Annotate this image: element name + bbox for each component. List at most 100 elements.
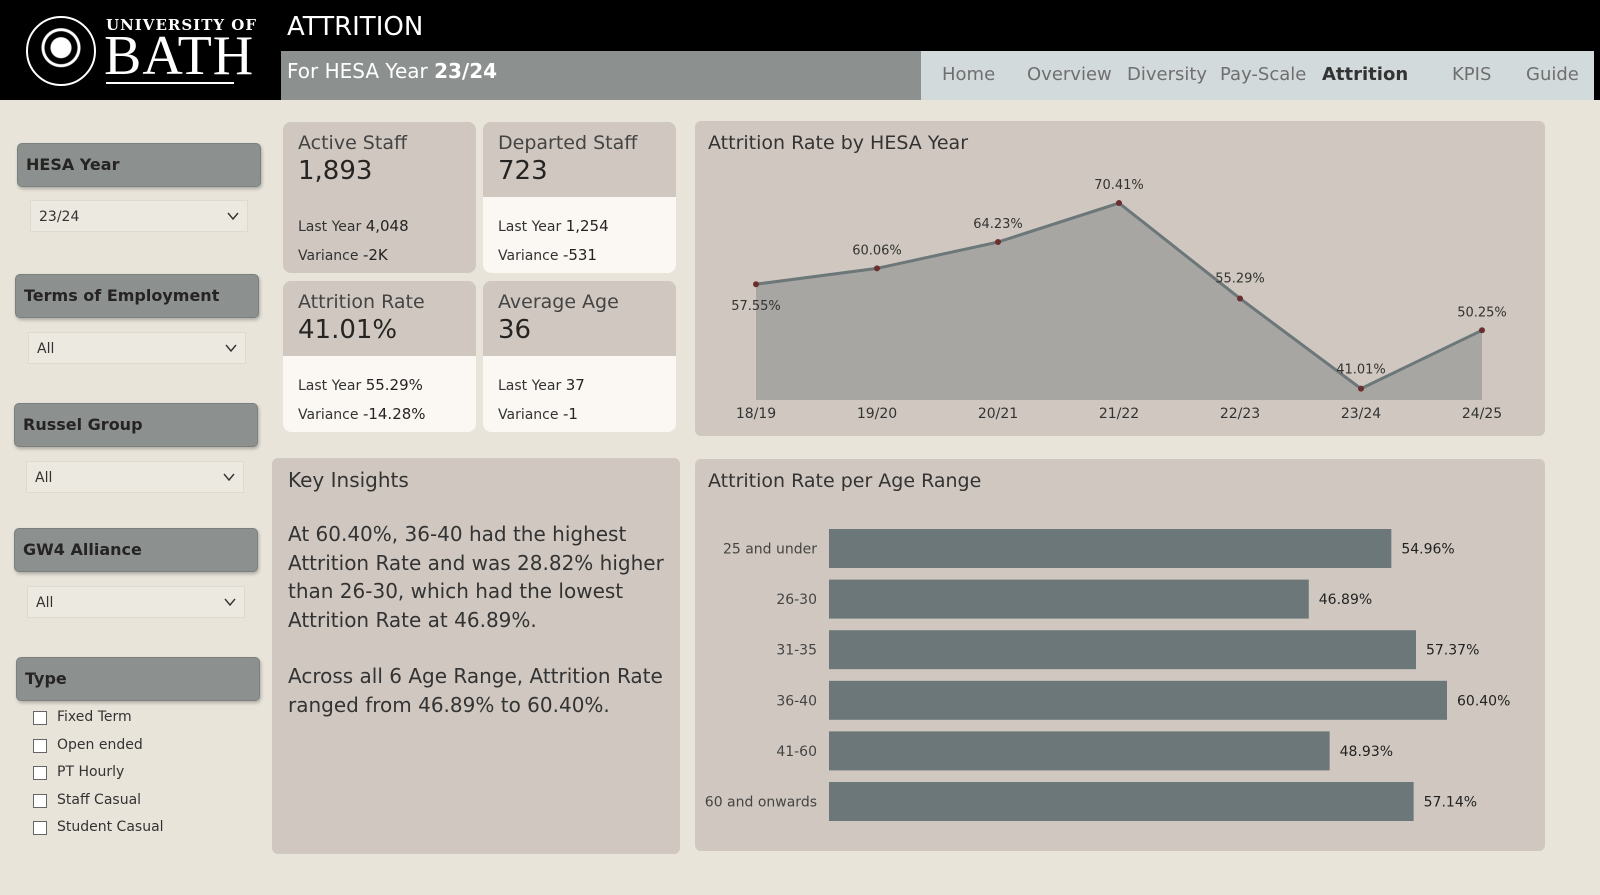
kpi-value: 723 xyxy=(498,156,548,186)
data-label: 57.55% xyxy=(731,299,781,314)
gw4-value: All xyxy=(36,595,54,611)
chevron-down-icon xyxy=(224,598,236,607)
data-label: 70.41% xyxy=(1094,178,1144,193)
gw4-dropdown[interactable]: All xyxy=(27,586,245,618)
attrition-by-year-panel: Attrition Rate by HESA Year 57.55% 60.06%… xyxy=(695,121,1545,436)
data-point[interactable] xyxy=(995,239,1001,246)
attrition-by-age-chart[interactable]: 25 and under 54.96% 26-30 46.89% 31-35 57.37%… xyxy=(695,459,1545,851)
category-label: 41-60 xyxy=(776,744,817,760)
nav-kpis[interactable]: KPIS xyxy=(1452,64,1492,85)
kpi-variance-label: Variance xyxy=(498,248,563,264)
data-point[interactable] xyxy=(874,265,880,272)
insights-paragraph-2: Across all 6 Age Range, Attrition Rate r… xyxy=(288,664,663,717)
kpi-last-year-value: 37 xyxy=(565,376,585,394)
kpi-value: 41.01% xyxy=(298,315,398,345)
insights-paragraph-1: At 60.40%, 36-40 had the highest Attriti… xyxy=(288,522,664,632)
russel-slicer-header: Russel Group xyxy=(14,403,258,447)
kpi-variance-value: -14.28% xyxy=(362,405,426,423)
chevron-down-icon xyxy=(227,212,239,221)
kpi-departed-staff: Departed Staff 723 Last Year 1,254 Varian… xyxy=(483,122,676,273)
russel-dropdown[interactable]: All xyxy=(26,461,244,493)
bar[interactable] xyxy=(829,529,1392,568)
kpi-active-staff: Active Staff 1,893 Last Year 4,048 Varian… xyxy=(283,122,476,273)
nav-home[interactable]: Home xyxy=(942,64,996,85)
chevron-down-icon xyxy=(223,473,235,482)
data-label: 46.89% xyxy=(1319,592,1372,608)
data-point[interactable] xyxy=(1237,295,1243,302)
kpi-variance-value: -531 xyxy=(562,246,597,264)
logo-line2: BATH xyxy=(104,25,255,87)
x-tick-label: 18/19 xyxy=(736,406,776,422)
logo-line1: UNIVERSITY OF xyxy=(106,16,258,34)
category-label: 36-40 xyxy=(776,693,817,709)
nav-overview[interactable]: Overview xyxy=(1027,64,1112,85)
data-point[interactable] xyxy=(753,281,759,288)
kpi-title: Departed Staff xyxy=(498,132,638,154)
kpi-title: Average Age xyxy=(498,291,619,313)
kpi-value: 36 xyxy=(498,315,532,345)
kpi-variance-value: -2K xyxy=(362,246,388,264)
kpi-title: Active Staff xyxy=(298,132,408,154)
data-label: 50.25% xyxy=(1457,305,1507,320)
data-point[interactable] xyxy=(1116,200,1122,207)
kpi-last-year-label: Last Year xyxy=(298,219,366,235)
nav-bar: Home Overview Diversity Pay-Scale Attrit… xyxy=(921,51,1594,100)
category-label: 26-30 xyxy=(776,592,817,608)
data-label: 57.14% xyxy=(1424,795,1477,811)
x-tick-label: 23/24 xyxy=(1341,406,1381,422)
x-tick-label: 24/25 xyxy=(1462,406,1502,422)
chart-title: Attrition Rate by HESA Year xyxy=(708,132,969,154)
x-tick-label: 21/22 xyxy=(1099,406,1139,422)
kpi-variance-value: -1 xyxy=(562,405,578,423)
kpi-variance-label: Variance xyxy=(298,248,363,264)
bar[interactable] xyxy=(829,680,1447,720)
bar[interactable] xyxy=(829,579,1309,619)
checkbox[interactable] xyxy=(33,711,47,725)
bar[interactable] xyxy=(829,731,1330,771)
terms-value: All xyxy=(37,341,55,357)
kpi-average-age: Average Age 36 Last Year 37 Variance -1 xyxy=(483,281,676,432)
nav-diversity[interactable]: Diversity xyxy=(1127,64,1208,85)
checkbox[interactable] xyxy=(33,739,47,753)
data-point[interactable] xyxy=(1479,327,1485,334)
kpi-last-year-label: Last Year xyxy=(498,219,566,235)
kpi-last-year-value: 1,254 xyxy=(565,217,609,235)
category-label: 31-35 xyxy=(776,643,817,659)
attrition-by-year-chart[interactable]: 57.55% 60.06% 64.23% 70.41% 55.29% 41.01% 50.2… xyxy=(695,121,1545,436)
key-insights-panel: Key Insights At 60.40%, 36-40 had the hi… xyxy=(272,458,680,854)
chart-title: Attrition Rate per Age Range xyxy=(708,470,982,492)
kpi-attrition-rate: Attrition Rate 41.01% Last Year 55.29% Va… xyxy=(283,281,476,432)
data-label: 41.01% xyxy=(1336,363,1386,378)
gw4-slicer-header: GW4 Alliance xyxy=(14,528,258,572)
nav-attrition[interactable]: Attrition xyxy=(1322,64,1409,85)
subtitle-bar: For HESA Year 23/24 xyxy=(281,51,921,100)
data-label: 60.06% xyxy=(852,243,902,258)
kpi-last-year-label: Last Year xyxy=(298,378,366,394)
logo-underline xyxy=(106,82,234,84)
checkbox[interactable] xyxy=(33,794,47,808)
subtitle-prefix: For HESA Year xyxy=(287,59,435,83)
area-fill xyxy=(756,203,1482,400)
university-logo[interactable]: UNIVERSITY OF BATH xyxy=(26,14,256,88)
terms-slicer-header: Terms of Employment xyxy=(15,274,259,318)
terms-dropdown[interactable]: All xyxy=(28,332,246,364)
kpi-variance-label: Variance xyxy=(298,407,363,423)
kpi-last-year-label: Last Year xyxy=(498,378,566,394)
data-label: 54.96% xyxy=(1401,542,1454,558)
bar[interactable] xyxy=(829,630,1416,670)
data-label: 60.40% xyxy=(1457,693,1510,709)
kpi-last-year-value: 55.29% xyxy=(365,376,423,394)
data-label: 48.93% xyxy=(1340,744,1393,760)
checkbox[interactable] xyxy=(33,766,47,780)
kpi-last-year-value: 4,048 xyxy=(365,217,409,235)
nav-pay-scale[interactable]: Pay-Scale xyxy=(1220,64,1307,85)
data-point[interactable] xyxy=(1358,385,1364,392)
insights-title: Key Insights xyxy=(288,468,409,492)
nav-guide[interactable]: Guide xyxy=(1526,64,1579,85)
kpi-value: 1,893 xyxy=(298,156,373,186)
hesa-year-dropdown[interactable]: 23/24 xyxy=(30,200,248,232)
page-title: ATTRITION xyxy=(287,12,424,42)
crest-icon xyxy=(26,16,96,86)
bar[interactable] xyxy=(829,782,1414,821)
checkbox[interactable] xyxy=(33,821,47,835)
